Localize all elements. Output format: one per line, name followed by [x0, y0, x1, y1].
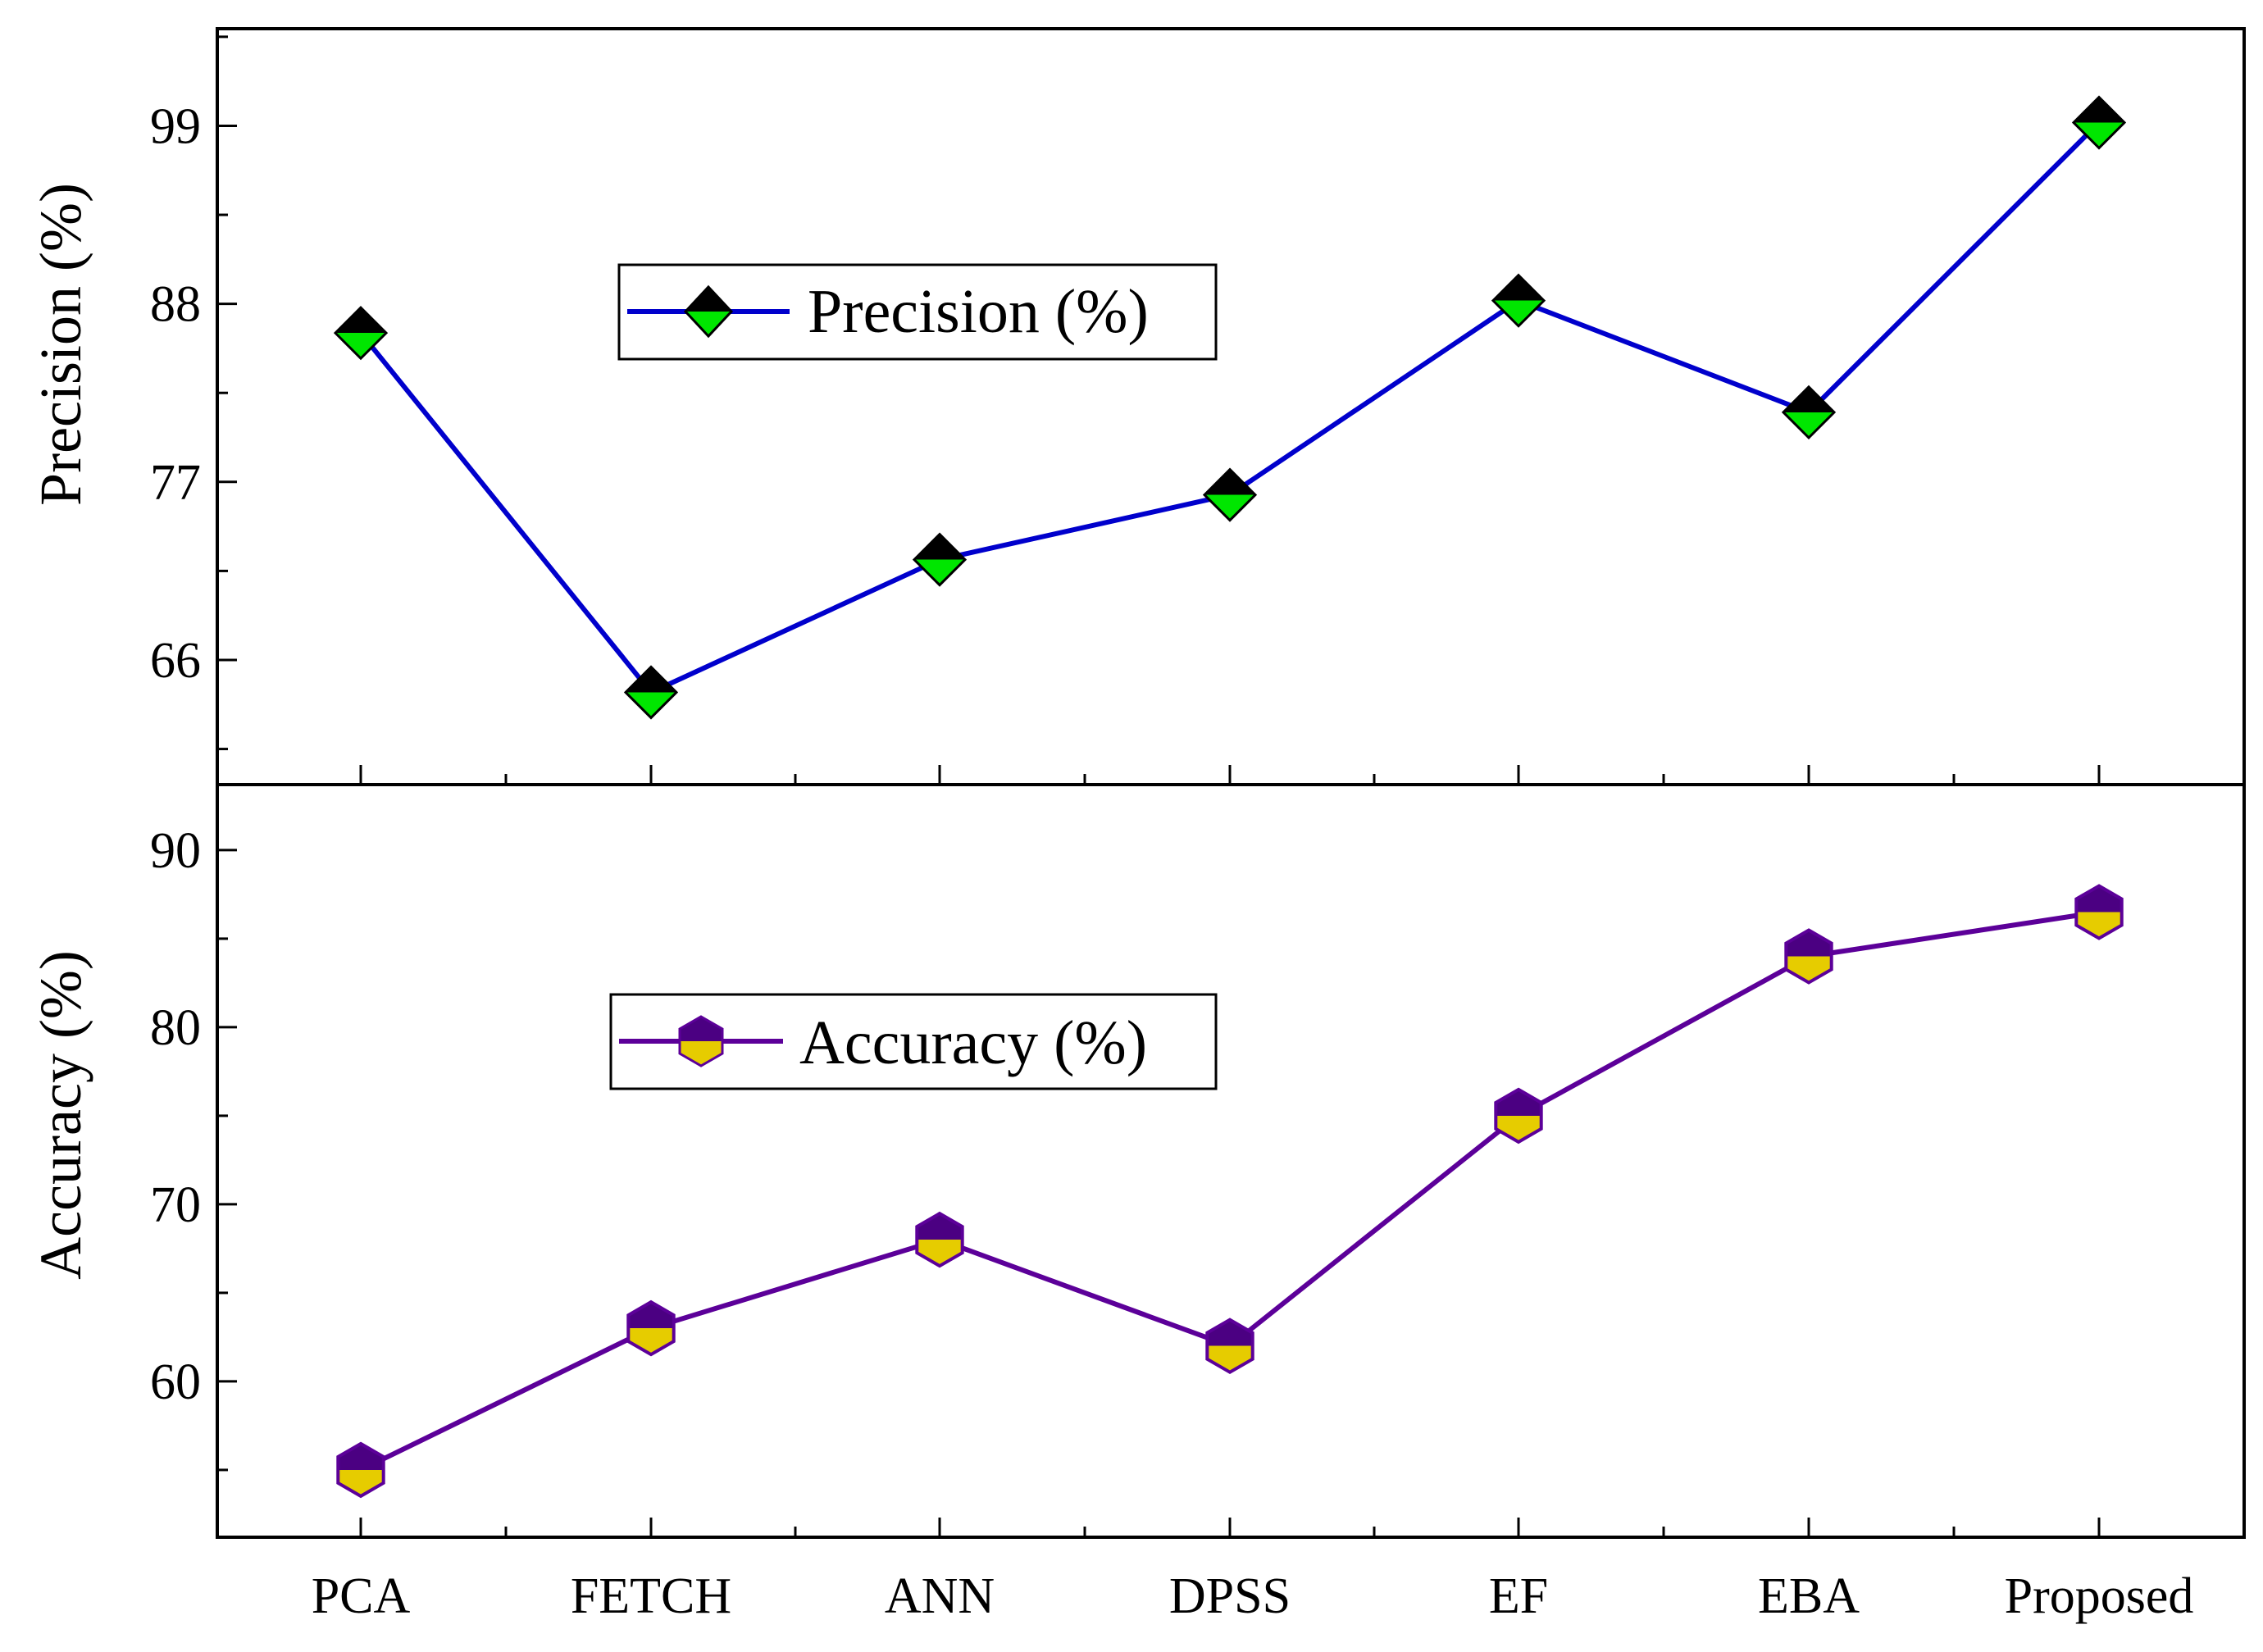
x-category-label: DPSS — [1169, 1568, 1291, 1624]
precision-data-point — [912, 532, 968, 587]
x-category-label: Proposed — [2005, 1568, 2194, 1624]
accuracy-y-axis-title: Accuracy (%) — [28, 950, 93, 1280]
precision-data-point — [623, 665, 679, 720]
precision-data-point — [1202, 467, 1258, 522]
precision-data-point — [333, 306, 389, 361]
x-category-label: EF — [1489, 1568, 1548, 1624]
tick-layer: 66 77 88 99 60 70 80 90 — [150, 35, 2101, 1537]
x-category-label: FETCH — [571, 1568, 731, 1624]
precision-data-point — [1781, 385, 1837, 440]
precision-legend-label: Precision (%) — [808, 277, 1149, 346]
accuracy-data-point — [2074, 884, 2124, 940]
accuracy-data-point — [336, 1441, 385, 1499]
accuracy-data-point — [915, 1211, 964, 1268]
precision-y-tick-label: 88 — [150, 277, 201, 333]
precision-panel-frame — [216, 27, 2246, 786]
accuracy-y-tick-label: 60 — [150, 1354, 201, 1410]
x-tick-label-layer: PCA FETCH ANN DPSS EF EBA Proposed — [312, 1568, 2194, 1624]
x-category-label: PCA — [312, 1568, 411, 1624]
accuracy-legend-label: Accuracy (%) — [799, 1008, 1147, 1077]
precision-data-point — [2071, 95, 2127, 150]
accuracy-legend: Accuracy (%) — [609, 993, 1218, 1090]
precision-y-tick-label: 99 — [150, 98, 201, 154]
series-layer — [333, 95, 2127, 1499]
precision-y-tick-label: 66 — [150, 633, 201, 689]
accuracy-data-point — [626, 1299, 676, 1357]
precision-legend-marker — [683, 284, 734, 339]
x-category-label: ANN — [885, 1568, 995, 1624]
accuracy-data-point — [1784, 928, 1833, 985]
accuracy-legend-marker — [678, 1015, 724, 1067]
precision-y-axis-title: Precision (%) — [28, 183, 93, 506]
precision-series-line — [358, 121, 2101, 695]
accuracy-y-tick-label: 90 — [150, 823, 201, 879]
accuracy-y-tick-label: 70 — [150, 1177, 201, 1233]
accuracy-panel-frame — [216, 783, 2246, 1539]
precision-y-tick-label: 77 — [150, 455, 201, 511]
accuracy-data-point — [1205, 1318, 1254, 1375]
precision-legend: Precision (%) — [617, 263, 1218, 361]
accuracy-y-tick-label: 80 — [150, 1000, 201, 1056]
accuracy-data-point — [1494, 1087, 1543, 1145]
x-category-label: EBA — [1758, 1568, 1860, 1624]
precision-data-point — [1491, 273, 1546, 328]
